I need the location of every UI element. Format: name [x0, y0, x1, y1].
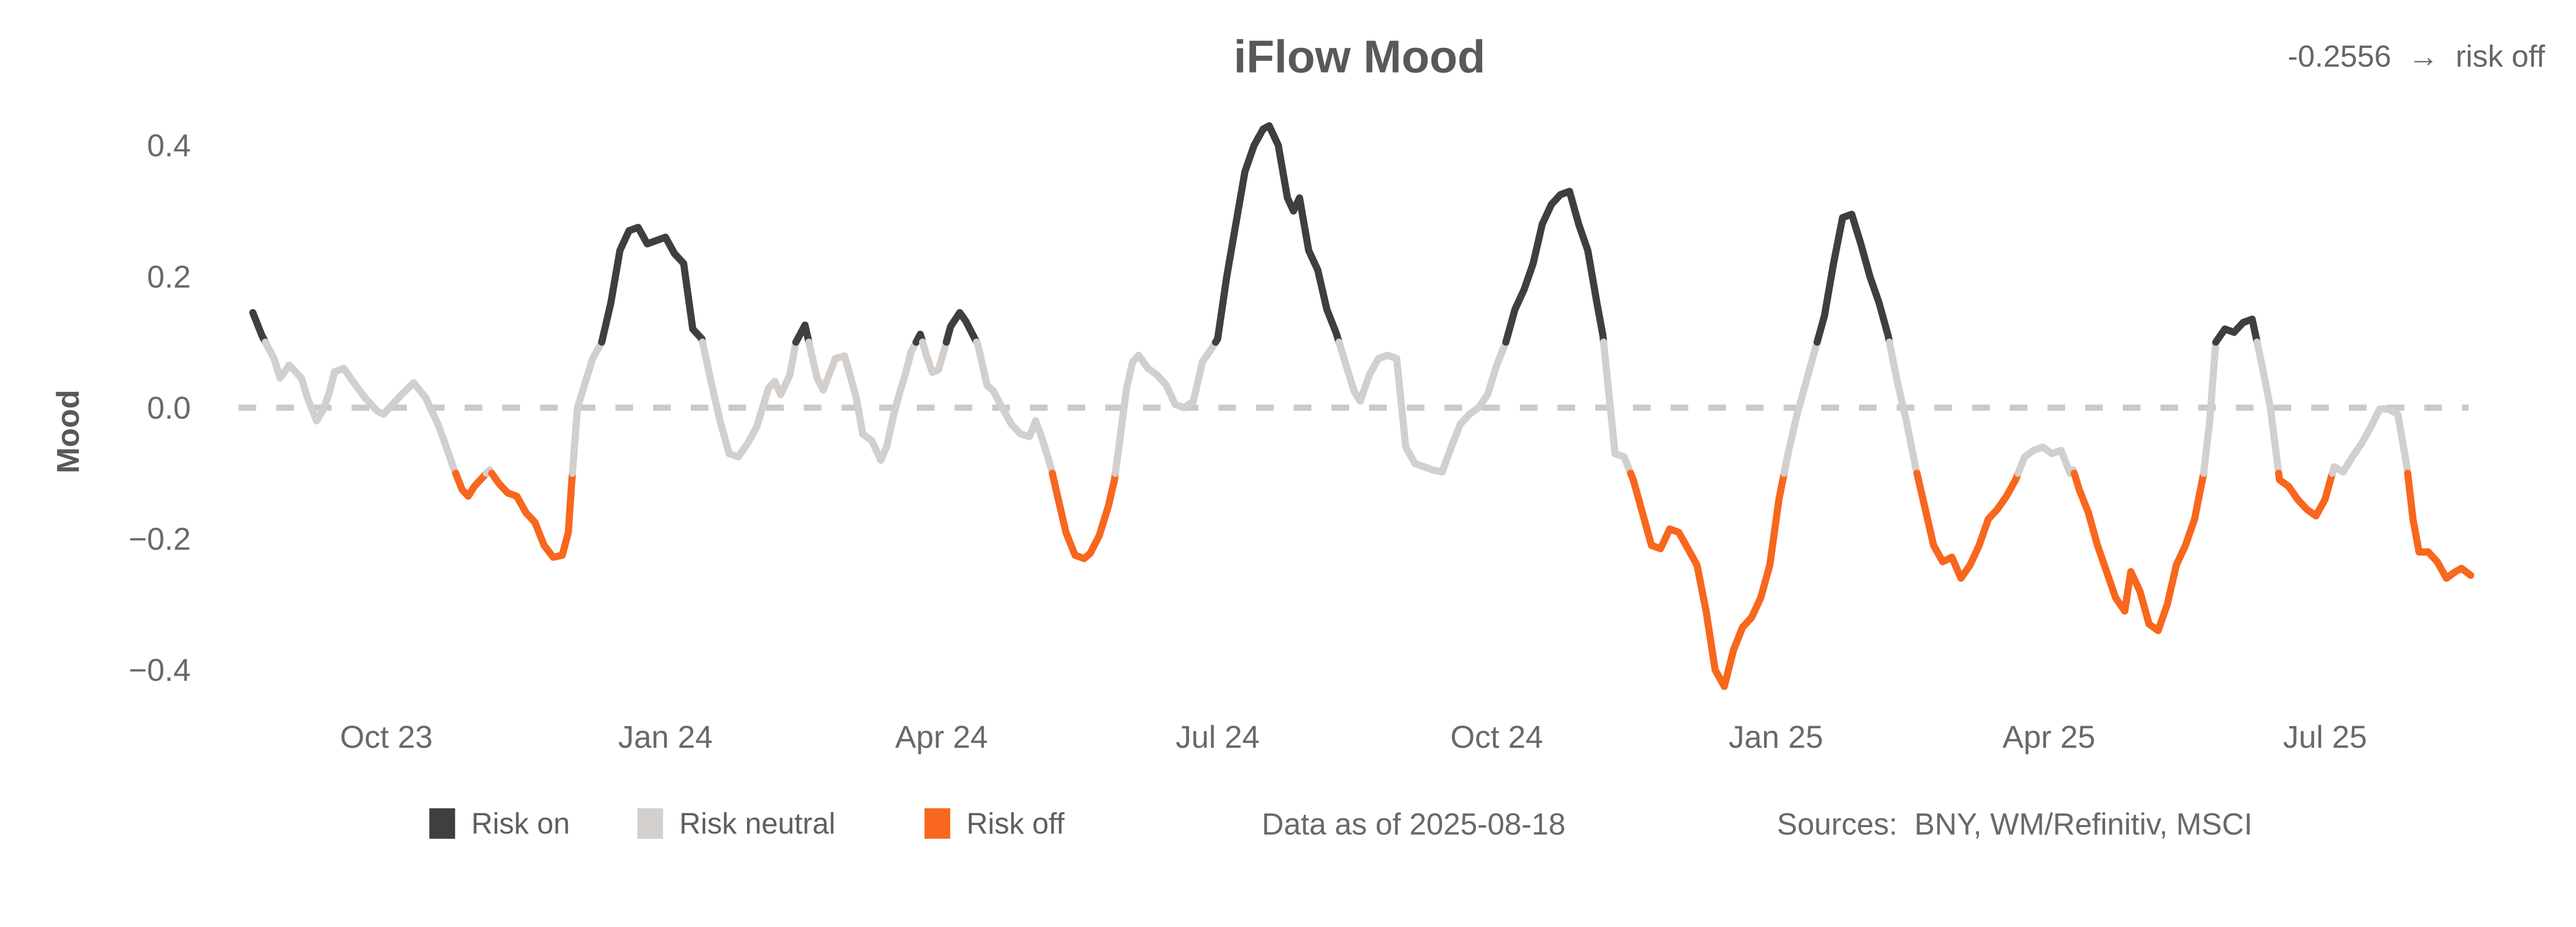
- mood-line-segment: [1048, 470, 1119, 562]
- data-as-of-note: Data as of 2025-08-18: [1262, 806, 1566, 841]
- mood-line-segment: [1212, 122, 1343, 346]
- x-tick-label: Apr 25: [2003, 719, 2095, 754]
- mood-line-segment: [699, 338, 800, 461]
- mood-line-segment: [2253, 338, 2282, 477]
- mood-line-segment: [1814, 211, 1893, 346]
- legend-item-risk-neutral: Risk neutral: [637, 808, 836, 840]
- mood-line-segment: [1111, 338, 1219, 477]
- x-tick-label: Jul 24: [1176, 719, 1260, 754]
- mood-line-segment: [598, 224, 706, 346]
- legend-item-risk-off: Risk off: [924, 808, 1065, 840]
- mood-line-segment: [805, 338, 920, 464]
- mood-line-segment: [262, 338, 460, 477]
- mood-line-segment: [488, 470, 576, 561]
- legend-label: Risk on: [471, 808, 570, 840]
- mood-line-segment: [2200, 338, 2219, 477]
- y-tick-label: 0.2: [147, 259, 191, 294]
- y-axis-label: Mood: [50, 390, 86, 474]
- y-tick-label: −0.2: [129, 522, 191, 557]
- legend: Risk on Risk neutral Risk off: [429, 808, 1065, 840]
- mood-line-segment: [2275, 470, 2336, 520]
- legend-swatch: [924, 808, 951, 839]
- mood-line-segment: [2014, 443, 2078, 477]
- mood-line-segment: [942, 309, 980, 346]
- mood-line-segment: [1335, 338, 1510, 476]
- legend-label: Risk neutral: [680, 808, 836, 840]
- mood-line-segment: [452, 470, 490, 500]
- mood-line-segment: [2404, 470, 2475, 582]
- x-tick-label: Oct 23: [340, 719, 433, 754]
- mood-line-segment: [1627, 470, 1788, 690]
- mood-line-segment: [919, 338, 950, 376]
- y-tick-labels: 0.4 0.2 0.0 −0.2 −0.4: [129, 128, 191, 688]
- mood-line: [249, 122, 2475, 690]
- mood-line-segment: [2212, 315, 2261, 346]
- legend-item-risk-on: Risk on: [429, 808, 570, 840]
- mood-line-segment: [1781, 338, 1821, 477]
- x-tick-label: Apr 24: [895, 719, 988, 754]
- sources-note: Sources: BNY, WM/Refinitiv, MSCI: [1777, 806, 2252, 841]
- y-tick-label: 0.4: [147, 128, 191, 163]
- mood-line-segment: [1886, 338, 1921, 477]
- mood-line-segment: [569, 338, 605, 477]
- legend-swatch: [429, 808, 455, 839]
- current-value-annotation: -0.2556 → risk off: [2287, 39, 2545, 74]
- x-tick-label: Oct 24: [1450, 719, 1543, 754]
- y-tick-label: −0.4: [129, 653, 191, 688]
- x-tick-label: Jan 25: [1728, 719, 1823, 754]
- mood-line-segment: [792, 321, 812, 346]
- x-tick-label: Jul 25: [2283, 719, 2367, 754]
- legend-label: Risk off: [967, 808, 1065, 840]
- mood-line-segment: [1913, 470, 2022, 582]
- mood-line-segment: [1600, 338, 1635, 477]
- x-tick-labels: Oct 23 Jan 24 Apr 24 Jul 24 Oct 24 Jan 25 Apr …: [340, 719, 2367, 754]
- iflow-mood-chart: iFlow Mood -0.2556 → risk off Mood 0.4 0.…: [50, 31, 2546, 842]
- mood-line-segment: [973, 338, 1056, 477]
- mood-line-segment: [1502, 187, 1607, 346]
- x-tick-label: Jan 24: [618, 719, 713, 754]
- chart-title: iFlow Mood: [1234, 31, 1486, 82]
- legend-swatch: [637, 808, 664, 839]
- y-tick-label: 0.0: [147, 390, 191, 425]
- mood-line-segment: [2071, 470, 2208, 634]
- mood-line-segment: [2328, 405, 2412, 477]
- mood-line-segment: [249, 309, 269, 346]
